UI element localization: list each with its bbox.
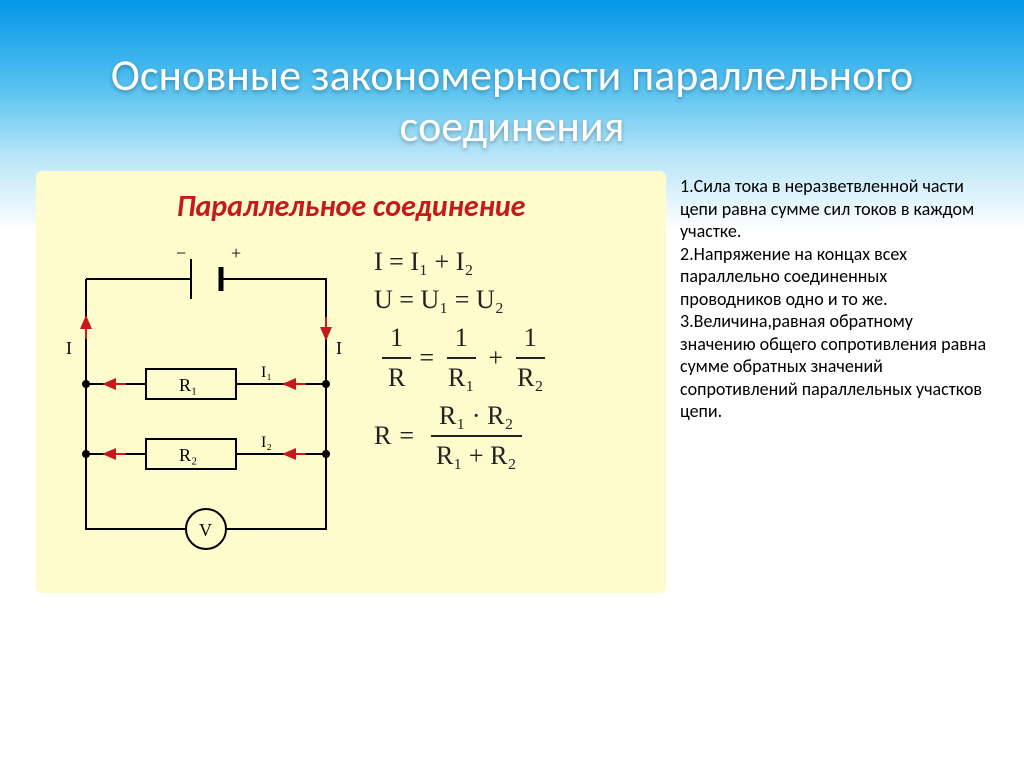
r1-label: R₁ [179, 375, 197, 395]
formula-3: 1R = 1R₁ + 1R₂ [374, 323, 646, 393]
plus-label: + [231, 243, 241, 263]
r2-label: R₂ [179, 445, 197, 465]
i1-label: I₁ [261, 364, 272, 381]
rule-2: 2.Напряжение на концах всех параллельно … [680, 243, 990, 311]
voltmeter-label: V [199, 520, 212, 540]
minus-label: − [176, 243, 186, 263]
formula-4: R = R₁ · R₂R₁ + R₂ [374, 401, 646, 471]
diagram-heading: Параллельное соединение [56, 191, 646, 223]
page-title: Основные закономерности параллельного со… [0, 0, 1024, 171]
rules-text: 1.Сила тока в неразветвленной части цепи… [680, 171, 990, 593]
rule-1: 1.Сила тока в неразветвленной части цепи… [680, 175, 990, 243]
i-right-label: I [336, 338, 342, 358]
diagram-panel: Параллельное соединение − + [36, 171, 666, 593]
i-left-label: I [66, 338, 72, 358]
formula-1: I = I₁ + I₂ [374, 247, 646, 277]
content-row: Параллельное соединение − + [0, 171, 1024, 593]
circuit-diagram: − + R₁ I₁ R₂ I₂ V [56, 239, 356, 569]
i2-label: I₂ [261, 434, 272, 451]
formula-block: I = I₁ + I₂ U = U₁ = U₂ 1R = 1R₁ + 1R₂ R… [374, 239, 646, 479]
rule-3: 3.Величина,равная обратному значению общ… [680, 310, 990, 423]
formula-2: U = U₁ = U₂ [374, 285, 646, 315]
